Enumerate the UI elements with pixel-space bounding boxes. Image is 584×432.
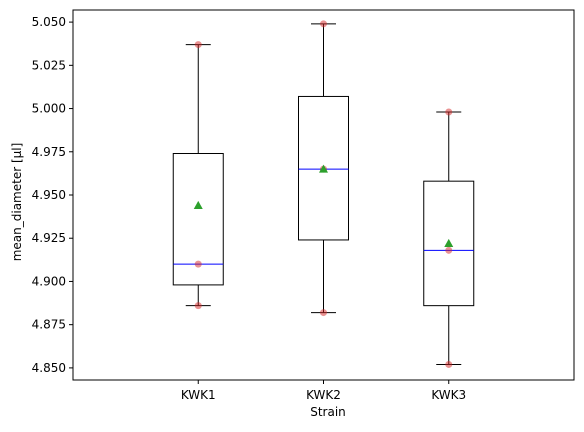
x-tick-label: KWK3 (431, 388, 466, 402)
y-tick-label: 4.900 (32, 274, 66, 288)
x-tick-label: KWK2 (306, 388, 341, 402)
mean-marker (444, 238, 454, 248)
x-tick-label: KWK1 (181, 388, 216, 402)
y-tick-label: 4.950 (32, 188, 66, 202)
y-tick-label: 4.850 (32, 361, 66, 375)
mean-marker (319, 164, 328, 173)
plot-area: 4.850 4.875 4.900 4.925 4.950 4.975 5.000 5.025… (32, 9, 575, 402)
x-axis-label: Strain (310, 405, 346, 419)
y-tick-label: 5.050 (32, 15, 66, 29)
box (172, 153, 224, 286)
data-point (445, 246, 453, 254)
mean-marker (193, 200, 203, 209)
data-point (320, 309, 327, 317)
data-point (445, 360, 453, 368)
data-point (194, 302, 202, 310)
data-point (445, 108, 453, 116)
y-tick-label: 5.025 (32, 58, 66, 72)
data-point (194, 260, 202, 268)
box (423, 180, 475, 307)
y-tick-label: 4.875 (32, 318, 66, 332)
data-point (194, 41, 202, 49)
box (298, 95, 349, 241)
y-tick-label: 4.975 (32, 145, 66, 159)
data-point (320, 20, 327, 28)
y-tick-label: 4.925 (32, 231, 66, 245)
y-axis-label: mean_diameter [µl] (10, 143, 24, 262)
y-tick-label: 5.000 (32, 102, 66, 116)
